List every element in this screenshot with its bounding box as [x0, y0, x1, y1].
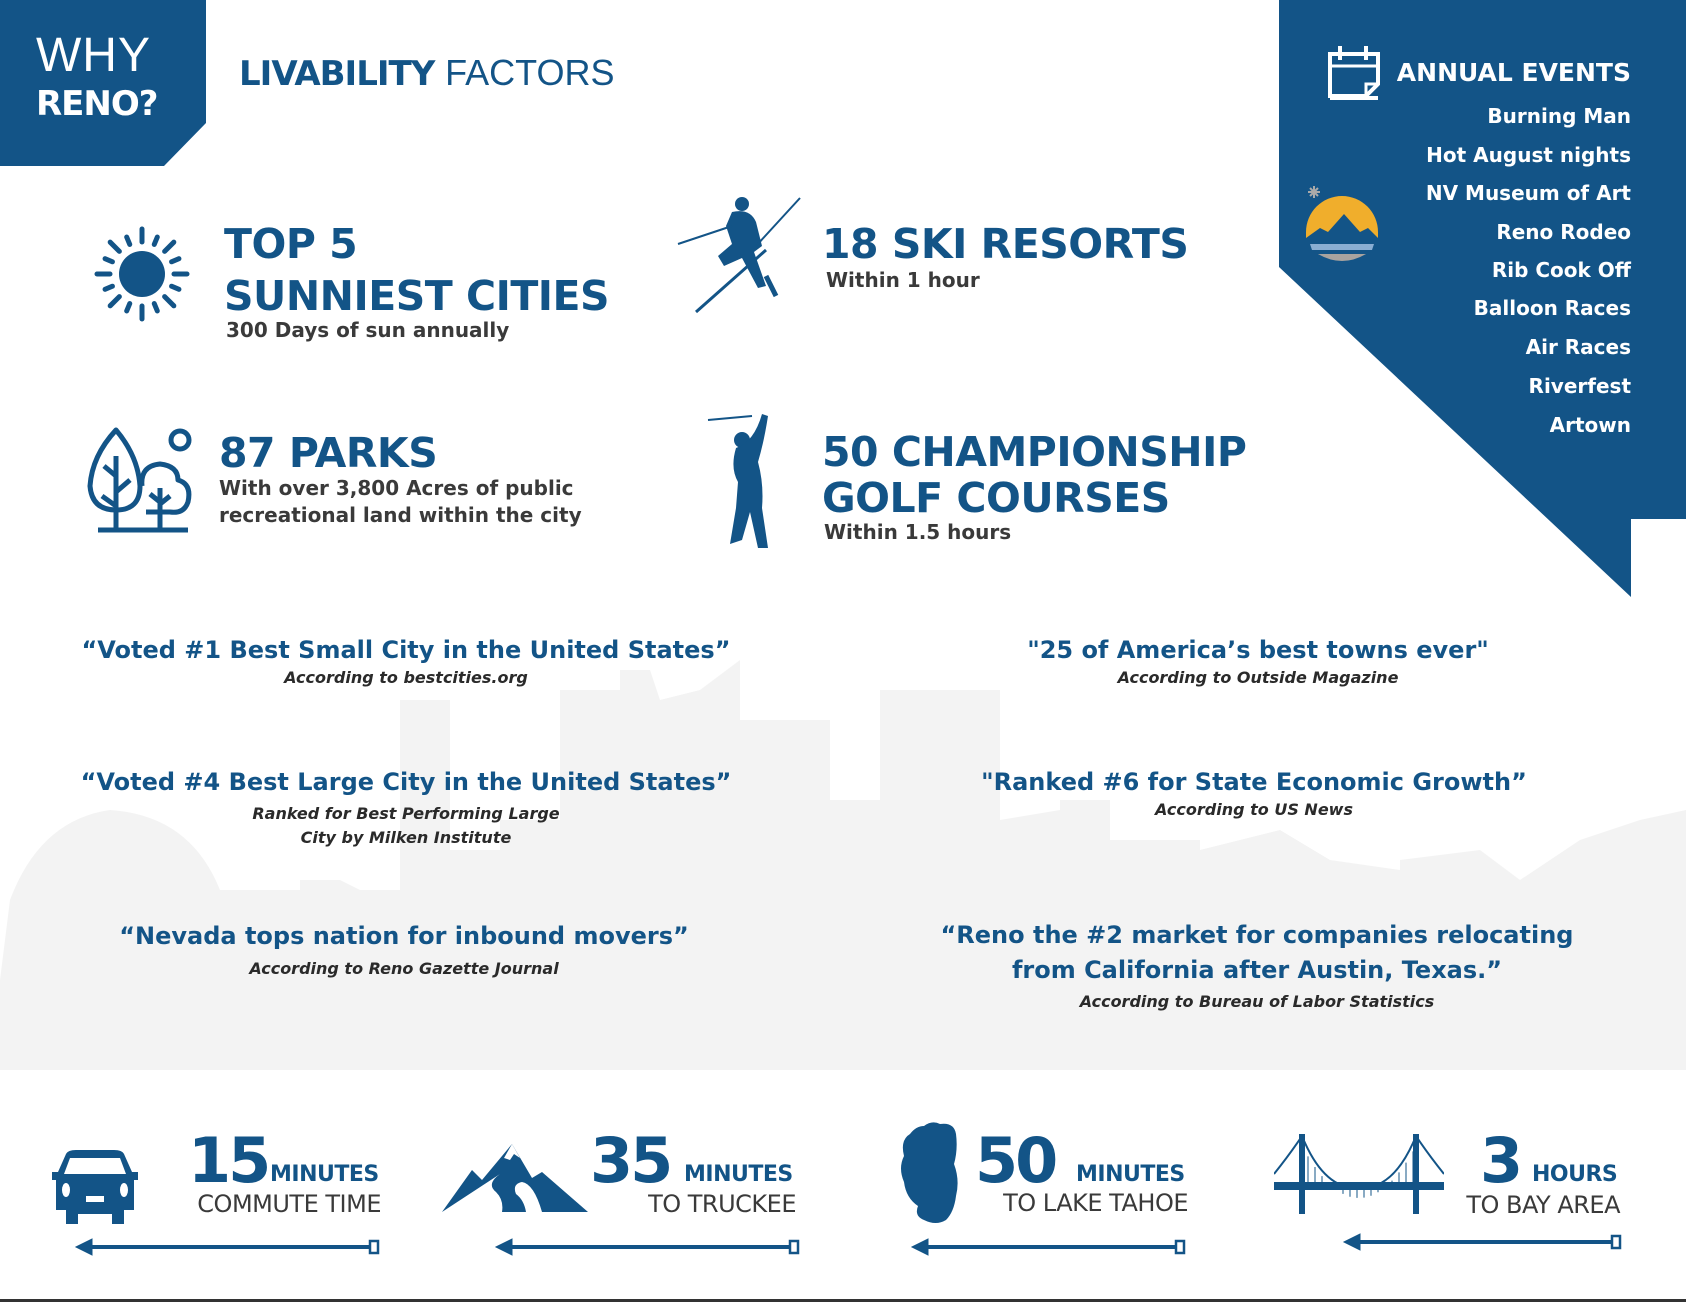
factor-title: 50 CHAMPIONSHIP [822, 428, 1247, 476]
event-item: Reno Rodeo [1496, 220, 1631, 244]
sun-ray [124, 301, 133, 314]
trees-icon [87, 427, 192, 533]
distance-label: TO LAKE TAHOE [1003, 1189, 1188, 1217]
factor-subtitle: Within 1 hour [826, 268, 980, 292]
skier-icon [677, 197, 801, 314]
distance-unit: MINUTES [270, 1162, 379, 1187]
factor-title: TOP 5 [224, 220, 358, 268]
quote-text: “Voted #4 Best Large City in the United … [80, 768, 732, 796]
sun-ray [162, 294, 177, 309]
distance-value: 15 [188, 1124, 271, 1197]
event-item: Artown [1549, 413, 1631, 437]
arrow-tahoe [910, 1238, 1186, 1256]
sun-ray [169, 256, 182, 265]
sun-ray [169, 283, 182, 292]
quote-source: According to Bureau of Labor Statistics [1079, 992, 1435, 1011]
distance-unit: HOURS [1532, 1162, 1618, 1187]
arrow-bay [1342, 1233, 1622, 1251]
quote-source: According to US News [1155, 800, 1353, 819]
distance-label: TO BAY AREA [1466, 1191, 1620, 1219]
factor-title: SUNNIEST CITIES [224, 272, 610, 320]
golfer-icon [707, 414, 768, 548]
title-light: FACTORS [445, 52, 615, 93]
factor-subtitle: Within 1.5 hours [824, 520, 1012, 544]
event-item: Balloon Races [1473, 296, 1631, 320]
distance-unit: MINUTES [1076, 1162, 1185, 1187]
sun-ray [102, 256, 115, 265]
reno-text: RENO? [36, 84, 158, 124]
lake-tahoe-icon [901, 1122, 958, 1223]
sun-ray [151, 301, 160, 314]
distance-value: 35 [590, 1124, 673, 1197]
sun-ray [102, 283, 115, 292]
why-text: WHY [36, 29, 151, 82]
events-title: ANNUAL EVENTS [1396, 58, 1631, 87]
car-icon [52, 1150, 138, 1224]
page-title: LIVABILITY FACTORS [239, 52, 615, 94]
quote-text: "25 of America’s best towns ever" [1027, 636, 1489, 664]
quote-source: According to Outside Magazine [1117, 668, 1399, 687]
quote-text: “Voted #1 Best Small City in the United … [81, 636, 731, 664]
events-panel-shape [1279, 0, 1686, 597]
sun-ray [151, 234, 160, 247]
reno-logo-icon [1306, 186, 1378, 261]
quote-source: Ranked for Best Performing Large [252, 804, 560, 823]
factor-title: GOLF COURSES [822, 474, 1170, 522]
arrow-truckee [494, 1238, 800, 1256]
calendar-icon [1328, 46, 1380, 100]
arrow-commute [74, 1238, 380, 1256]
distance-unit: MINUTES [684, 1162, 793, 1187]
event-item: Rib Cook Off [1491, 258, 1631, 282]
sun-ray [124, 234, 133, 247]
event-item: Hot August nights [1426, 143, 1631, 167]
quote-source: City by Milken Institute [300, 828, 512, 847]
sun-ray [107, 294, 122, 309]
title-bold: LIVABILITY [239, 54, 435, 94]
sun-ray [162, 239, 177, 254]
quote-source: According to Reno Gazette Journal [249, 959, 559, 978]
quote-source: According to bestcities.org [284, 668, 528, 687]
quote-text: from California after Austin, Texas.” [1011, 956, 1503, 984]
quote-text: “Reno the #2 market for companies reloca… [940, 921, 1574, 949]
factor-subtitle: recreational land within the city [219, 503, 582, 527]
factor-title: 18 SKI RESORTS [822, 220, 1189, 268]
event-item: Air Races [1525, 335, 1631, 359]
distance-arrows [74, 1233, 1622, 1256]
quote-text: "Ranked #6 for State Economic Growth” [981, 768, 1527, 796]
sun-ray [107, 239, 122, 254]
event-item: Riverfest [1528, 374, 1631, 398]
factor-subtitle: 300 Days of sun annually [226, 318, 510, 342]
quote-text: “Nevada tops nation for inbound movers” [119, 922, 689, 950]
bridge-icon [1274, 1134, 1444, 1214]
factor-title: 87 PARKS [219, 429, 438, 477]
event-item: NV Museum of Art [1425, 181, 1631, 205]
factor-subtitle: With over 3,800 Acres of public [219, 476, 574, 500]
distance-label: TO TRUCKEE [648, 1190, 796, 1218]
event-item: Burning Man [1487, 104, 1631, 128]
distance-label: COMMUTE TIME [197, 1190, 381, 1218]
distance-value: 50 [975, 1124, 1058, 1197]
distance-value: 3 [1480, 1124, 1523, 1197]
bottom-border [0, 1299, 1686, 1302]
mountain-icon [442, 1144, 588, 1212]
why-reno-badge [0, 0, 206, 166]
sun-icon [94, 226, 190, 322]
